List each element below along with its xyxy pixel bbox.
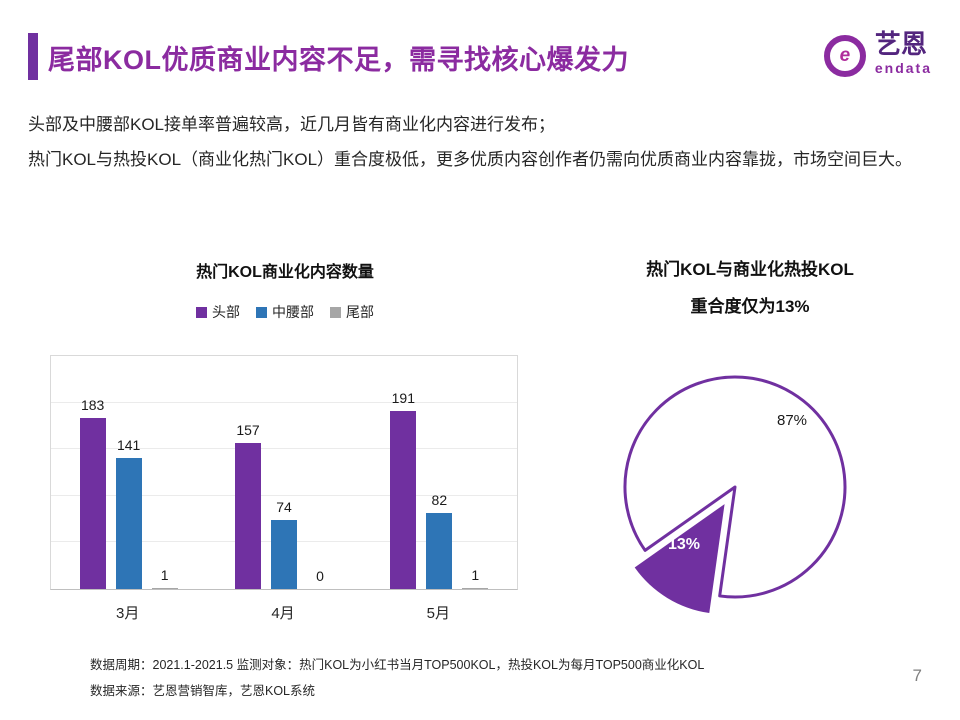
legend-label: 头部 — [212, 304, 240, 320]
bar-value-label: 157 — [236, 421, 260, 438]
bar-chart-title: 热门KOL商业化内容数量 — [196, 264, 374, 281]
legend-swatch-icon — [256, 306, 267, 318]
bar-value-label: 82 — [431, 491, 448, 508]
gridline — [51, 448, 517, 450]
x-axis-label: 4月 — [271, 605, 295, 622]
bar-value-label: 191 — [391, 390, 416, 406]
logo-texts: 艺恩 endata — [874, 29, 932, 76]
logo-brand-cn: 艺恩 — [874, 29, 927, 59]
bar — [390, 411, 417, 589]
pie-chart-title-line2: 重合度仅为13% — [690, 297, 810, 316]
footer-note-1: 数据周期：2021.1-2021.5 监测对象：热门KOL为小红书当月TOP50… — [90, 658, 705, 672]
legend-swatch-icon — [330, 306, 341, 318]
page-number: 7 — [912, 666, 922, 685]
bar-value-label: 183 — [80, 397, 105, 414]
pie-slice-major — [623, 375, 847, 599]
bar-chart-section: 热门KOL商业化内容数量 头部 中腰部 尾部 183 141 1 157 74 0 191 82 1… — [50, 250, 520, 640]
bar-chart-legend: 头部 中腰部 尾部 — [50, 302, 520, 322]
bar-chart-plot: 183 141 1 157 74 0 191 82 1 — [50, 355, 518, 590]
bar-value-label: 0 — [316, 568, 324, 584]
x-axis-label: 5月 — [426, 605, 450, 622]
gridline — [51, 494, 517, 496]
intro-paragraph-1: 头部及中腰部KOL接单率普遍较高，近几月皆有商业化内容进行发布； — [28, 115, 556, 134]
logo-brand-en: endata — [874, 59, 932, 76]
intro-text: 头部及中腰部KOL接单率普遍较高，近几月皆有商业化内容进行发布； 热门KOL与热… — [28, 108, 933, 178]
legend-swatch-icon — [196, 306, 207, 318]
bar — [115, 457, 142, 589]
bar-value-label: 1 — [471, 566, 480, 583]
intro-paragraph-2: 热门KOL与热投KOL（商业化热门KOL）重合度极低，更多优质内容创作者仍需向优… — [28, 149, 913, 169]
bar — [151, 587, 178, 589]
x-axis-labels: 3月 4月 5月 — [50, 602, 518, 624]
bar-value-label: 1 — [160, 566, 169, 583]
footer-notes: 数据周期：2021.1-2021.5 监测对象：热门KOL为小红书当月TOP50… — [90, 652, 704, 705]
pie-label-minor: 13% — [668, 536, 700, 553]
pie-slice-minor — [634, 504, 725, 613]
bar — [79, 418, 106, 589]
legend-item: 头部 — [196, 302, 240, 322]
bar-value-label: 74 — [276, 499, 292, 516]
pie-chart-title-line1: 热门KOL与商业化热投KOL — [646, 260, 854, 279]
title-accent-bar — [28, 33, 38, 80]
legend-item: 尾部 — [330, 302, 374, 322]
bar — [462, 587, 489, 589]
footer-note-2: 数据来源：艺恩营销智库，艺恩KOL系统 — [90, 684, 316, 699]
bar — [271, 520, 297, 589]
bar — [426, 512, 453, 589]
pie-chart: 87% 13% — [623, 375, 847, 613]
x-axis-label: 3月 — [115, 605, 140, 622]
bar-value-label: 141 — [116, 436, 141, 453]
logo-letter: e — [839, 45, 851, 66]
legend-item: 中腰部 — [256, 302, 314, 322]
gridline — [51, 401, 517, 403]
pie-chart-section: 热门KOL与商业化热投KOL 重合度仅为13% 87% 13% — [560, 250, 940, 640]
logo-ring-icon: e — [823, 35, 866, 77]
bar — [235, 442, 261, 589]
page-title: 尾部KOL优质商业内容不足，需寻找核心爆发力 — [48, 45, 629, 75]
pie-label-major: 87% — [777, 412, 807, 429]
legend-label: 中腰部 — [272, 304, 314, 320]
endata-logo: e 艺恩 endata — [823, 29, 932, 77]
legend-label: 尾部 — [346, 304, 374, 320]
